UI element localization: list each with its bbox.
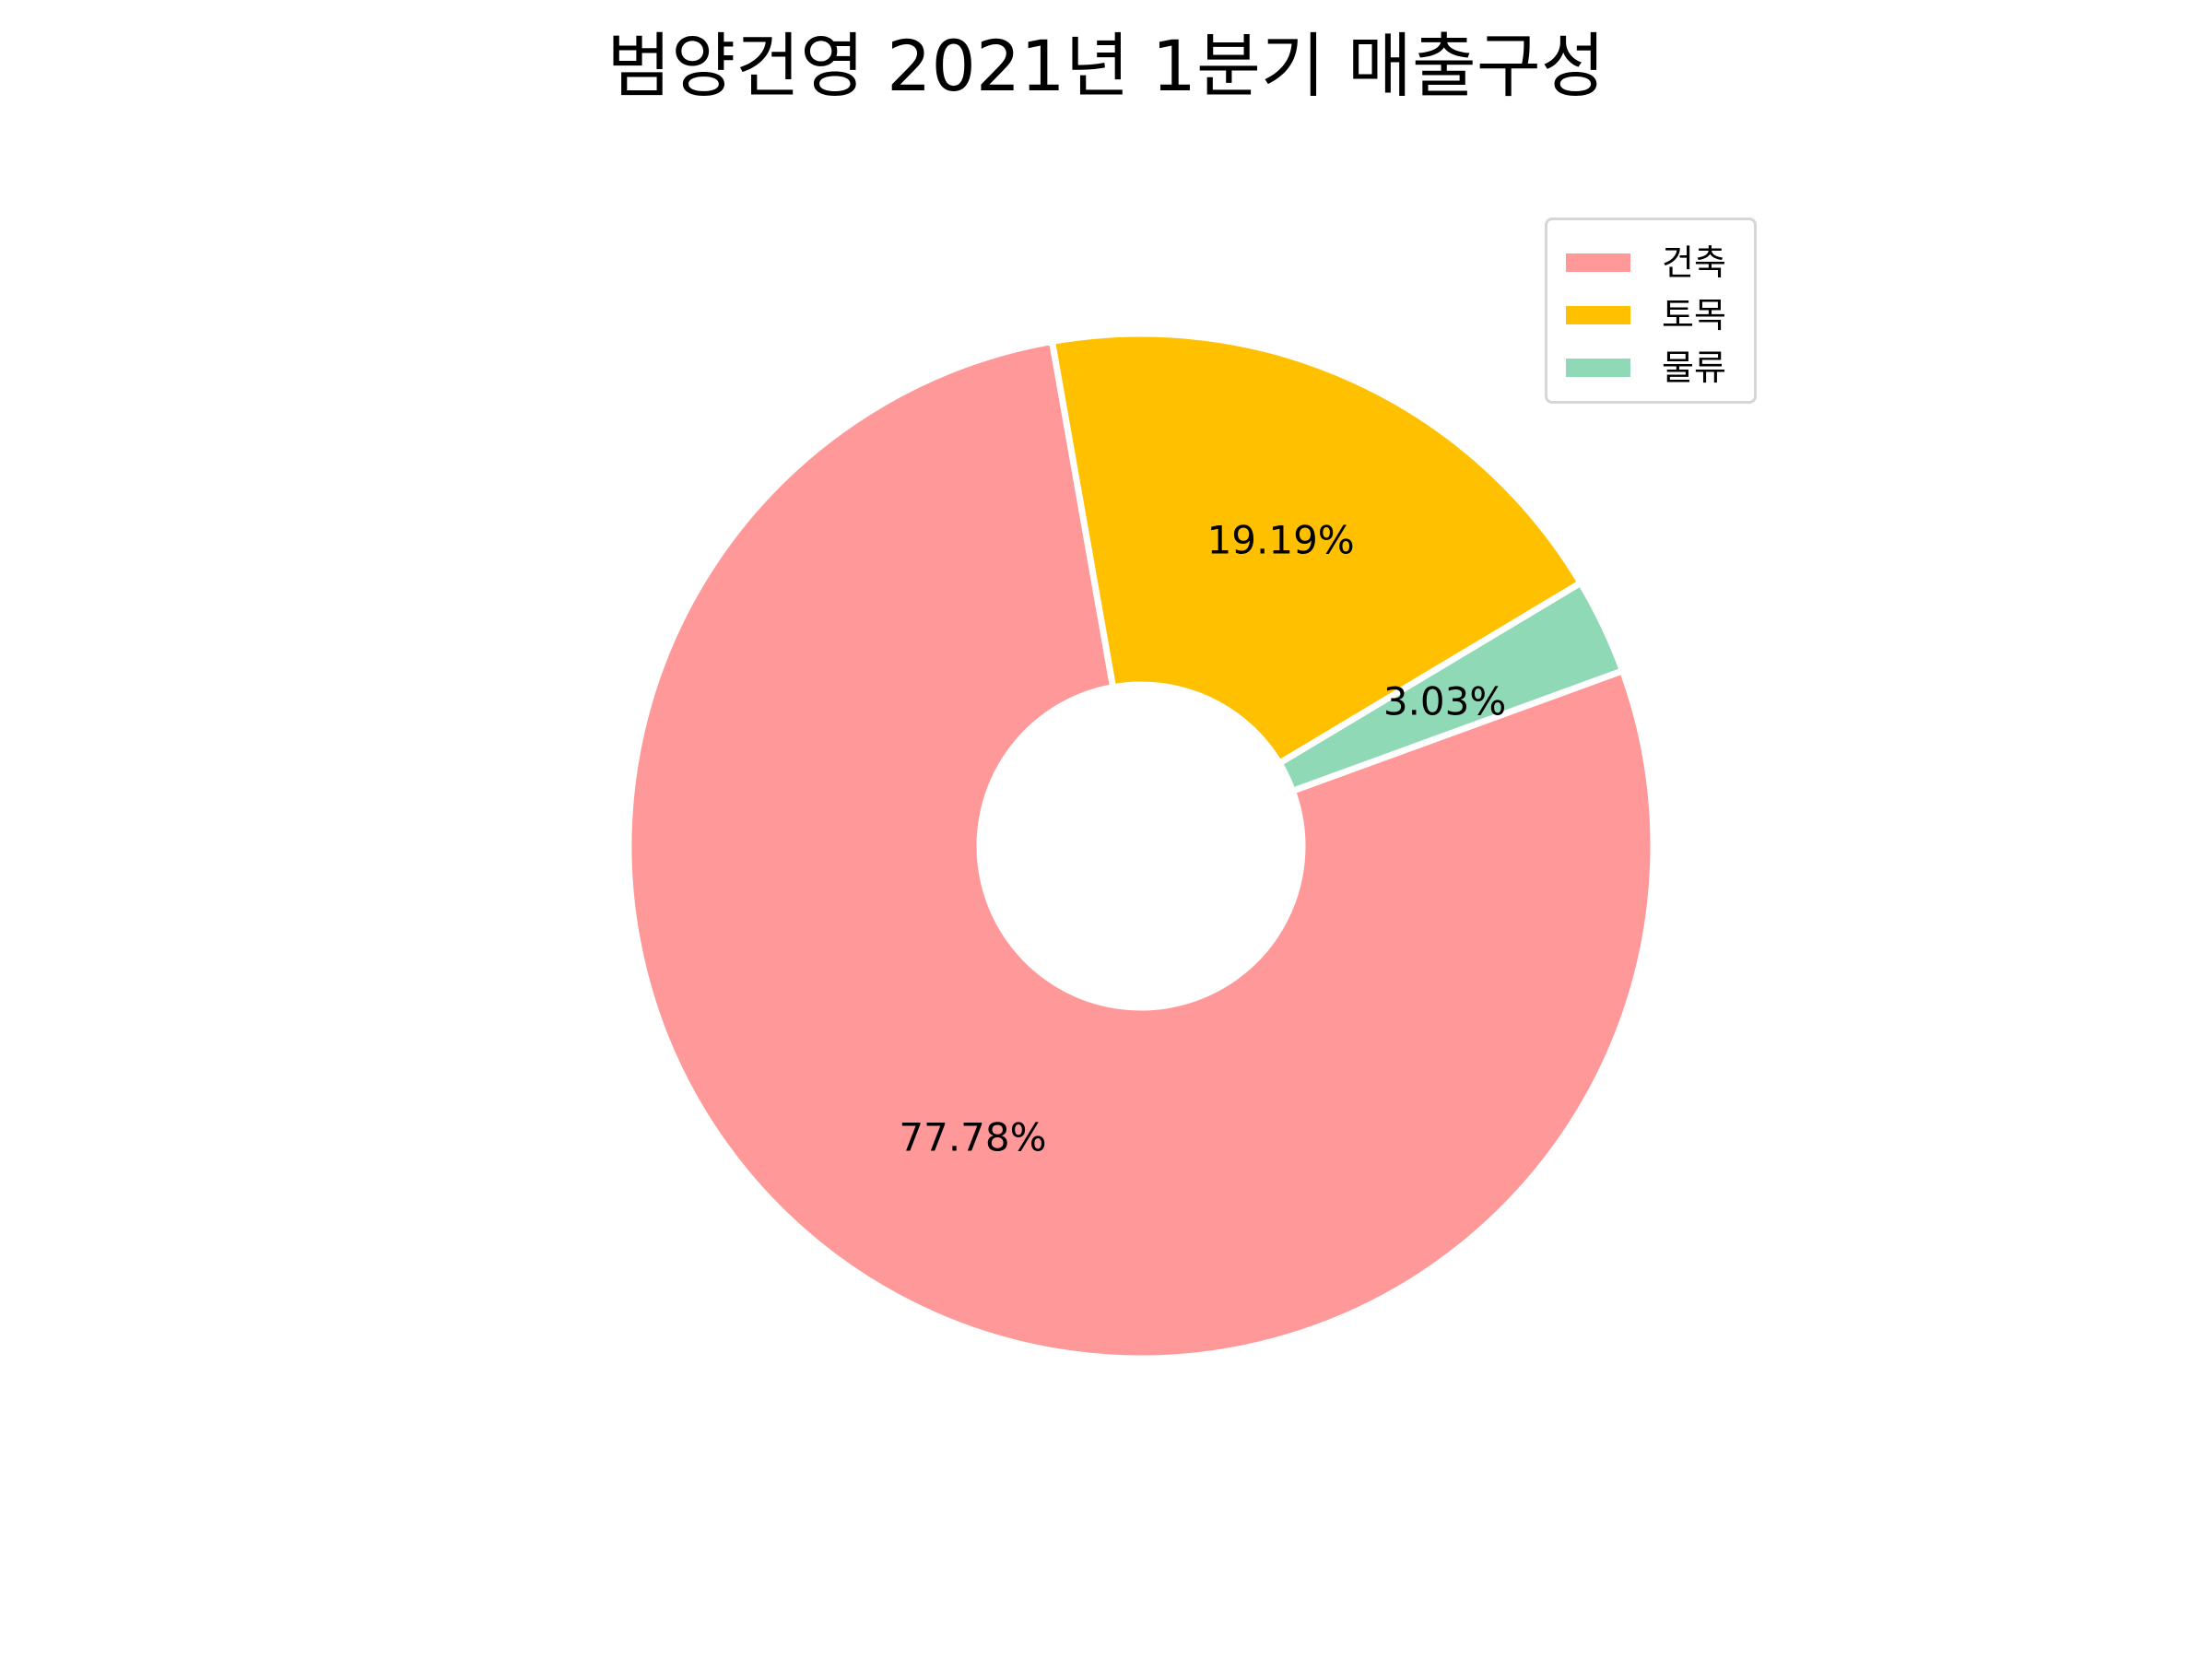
- legend-item-2: 물류: [1547, 342, 1754, 394]
- legend-label-2: 물류: [1662, 347, 1726, 388]
- pie-slice-1: [1048, 330, 1585, 768]
- legend-label-1: 토목: [1662, 295, 1726, 335]
- legend-swatch-2: [1566, 359, 1630, 377]
- pie-slice-0: [625, 337, 1657, 1362]
- pie-slices: [625, 330, 1657, 1362]
- legend-swatch-1: [1566, 306, 1630, 324]
- pie-slice-2: [1275, 578, 1627, 795]
- legend-item-0: 건축: [1547, 237, 1754, 289]
- pie-label-1: 19.19%: [1207, 517, 1355, 562]
- pie-label-2: 3.03%: [1383, 679, 1506, 724]
- pie-label-0: 77.78%: [899, 1115, 1046, 1160]
- legend-item-1: 토목: [1547, 289, 1754, 342]
- chart-title: 범양건영 2021년 1분기 매출구성: [606, 25, 1606, 107]
- legend-swatch-0: [1566, 253, 1630, 272]
- legend-label-0: 건축: [1662, 242, 1726, 283]
- legend: 건축 토목 물류: [1545, 218, 1757, 404]
- pie-labels: 77.78% 19.19% 3.03%: [899, 517, 1506, 1159]
